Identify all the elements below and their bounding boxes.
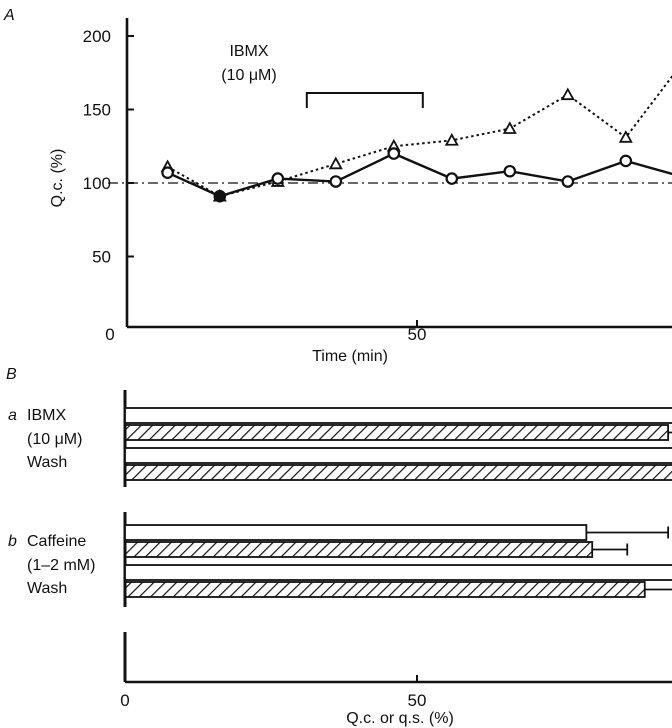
- group-a-treatment-line2: (10 μM): [27, 431, 82, 448]
- triangle-marker: [444, 133, 459, 146]
- group-b-treatment-line1: Caffeine: [27, 533, 86, 550]
- hatched-bar: [124, 581, 646, 598]
- panel-b-x-tick-label: 0: [120, 691, 129, 710]
- panel-b-x-tick-label: 50: [408, 691, 427, 710]
- panel-a-y-tick-label: 150: [83, 101, 111, 120]
- group-b-treatment-line2: (1–2 mM): [27, 557, 95, 574]
- open-bar: [124, 524, 588, 541]
- group-a-wash-label: Wash: [27, 454, 67, 471]
- panel-b-letter: B: [6, 366, 17, 383]
- panel-a-plot: 50100150200050100150: [83, 18, 672, 344]
- circle-marker: [445, 172, 459, 185]
- triangle-marker: [618, 130, 633, 143]
- annotation-line2: (10 μM): [221, 67, 276, 84]
- triangle-marker: [328, 156, 343, 170]
- circle-marker: [561, 175, 575, 188]
- panel-a-y-tick-label: 200: [83, 27, 111, 46]
- circle-marker: [329, 175, 343, 188]
- triangle-marker: [560, 87, 575, 101]
- panel-a-x-tick-label: 0: [105, 325, 114, 344]
- open-bar: [124, 447, 672, 464]
- annotation-line1: IBMX: [229, 43, 268, 60]
- group-b-letter: b: [8, 533, 17, 550]
- panel-a-xlabel: Time (min): [312, 348, 388, 365]
- ibmx-bracket: [305, 92, 424, 108]
- open-bar: [124, 564, 672, 581]
- circle-marker: [503, 164, 517, 178]
- panel-a-x-tick-label: 50: [408, 325, 427, 344]
- hatched-bar: [124, 424, 670, 441]
- panel-a-y-tick-label: 100: [83, 174, 111, 193]
- panel-a-y-tick-label: 50: [92, 248, 111, 267]
- group-a-letter: a: [8, 407, 17, 424]
- group-a-treatment-line1: IBMX: [27, 407, 66, 424]
- panel-b-plot: 050100150: [120, 390, 672, 710]
- filled-circle-marker: [213, 189, 227, 203]
- circle-marker: [619, 154, 633, 168]
- series-circle-line: [167, 152, 672, 198]
- circle-marker: [387, 147, 401, 160]
- hatched-bar: [124, 541, 594, 558]
- panel-a-letter: A: [3, 7, 15, 24]
- hatched-bar: [124, 464, 672, 481]
- circle-marker: [271, 172, 285, 185]
- triangle-marker: [502, 121, 517, 134]
- panel-a-ylabel: Q.c. (%): [49, 149, 66, 208]
- panel-b-xlabel: Q.c. or q.s. (%): [346, 710, 454, 727]
- group-b-wash-label: Wash: [27, 580, 67, 597]
- circle-marker: [161, 166, 174, 180]
- open-bar: [124, 407, 672, 424]
